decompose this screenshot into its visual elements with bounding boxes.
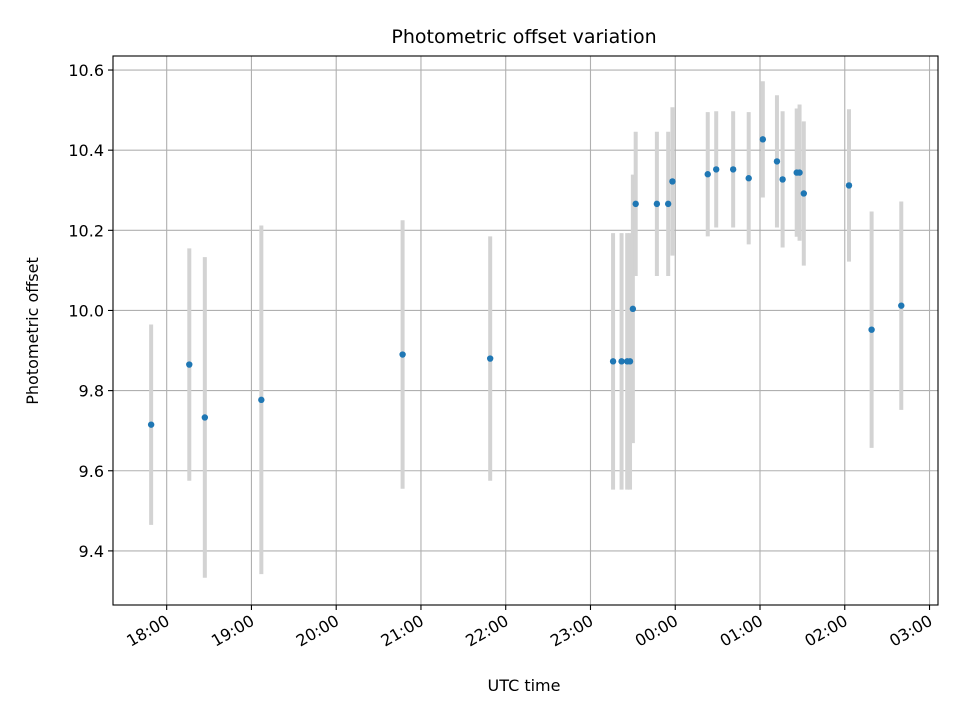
data-point <box>609 358 617 365</box>
data-point <box>759 136 767 143</box>
data-point <box>729 166 737 173</box>
data-point <box>796 169 803 176</box>
data-point <box>779 176 786 183</box>
data-point <box>713 166 720 173</box>
data-point <box>669 178 676 185</box>
y-axis-title: Photometric offset <box>23 257 42 405</box>
data-point <box>773 158 781 165</box>
data-point <box>201 414 209 421</box>
chart-title: Photometric offset variation <box>391 26 656 48</box>
y-tick-label: 10.4 <box>68 141 104 160</box>
data-point <box>147 421 155 428</box>
plot-frame <box>112 55 939 606</box>
data-point <box>632 200 639 208</box>
y-tick-label: 10.6 <box>68 61 104 80</box>
data-point <box>399 351 406 358</box>
data-point <box>626 358 634 365</box>
data-point <box>845 182 853 189</box>
y-tick-label: 9.6 <box>79 462 104 481</box>
data-points <box>147 136 905 428</box>
data-point <box>704 171 711 178</box>
y-tick-label: 10.0 <box>68 301 104 320</box>
data-point <box>800 190 807 197</box>
data-point <box>629 305 637 313</box>
data-point <box>653 200 661 208</box>
data-point <box>868 326 875 333</box>
x-axis-title: UTC time <box>488 676 561 695</box>
y-tick-label: 10.2 <box>68 221 104 240</box>
data-point <box>618 358 625 365</box>
grid <box>113 56 938 605</box>
y-tick-label: 9.4 <box>79 542 104 561</box>
data-point <box>486 355 494 362</box>
data-point <box>258 396 265 404</box>
data-point <box>186 361 193 368</box>
data-point <box>745 175 752 182</box>
data-point <box>898 302 905 309</box>
data-point <box>664 200 672 208</box>
y-tick-label: 9.8 <box>79 382 104 401</box>
